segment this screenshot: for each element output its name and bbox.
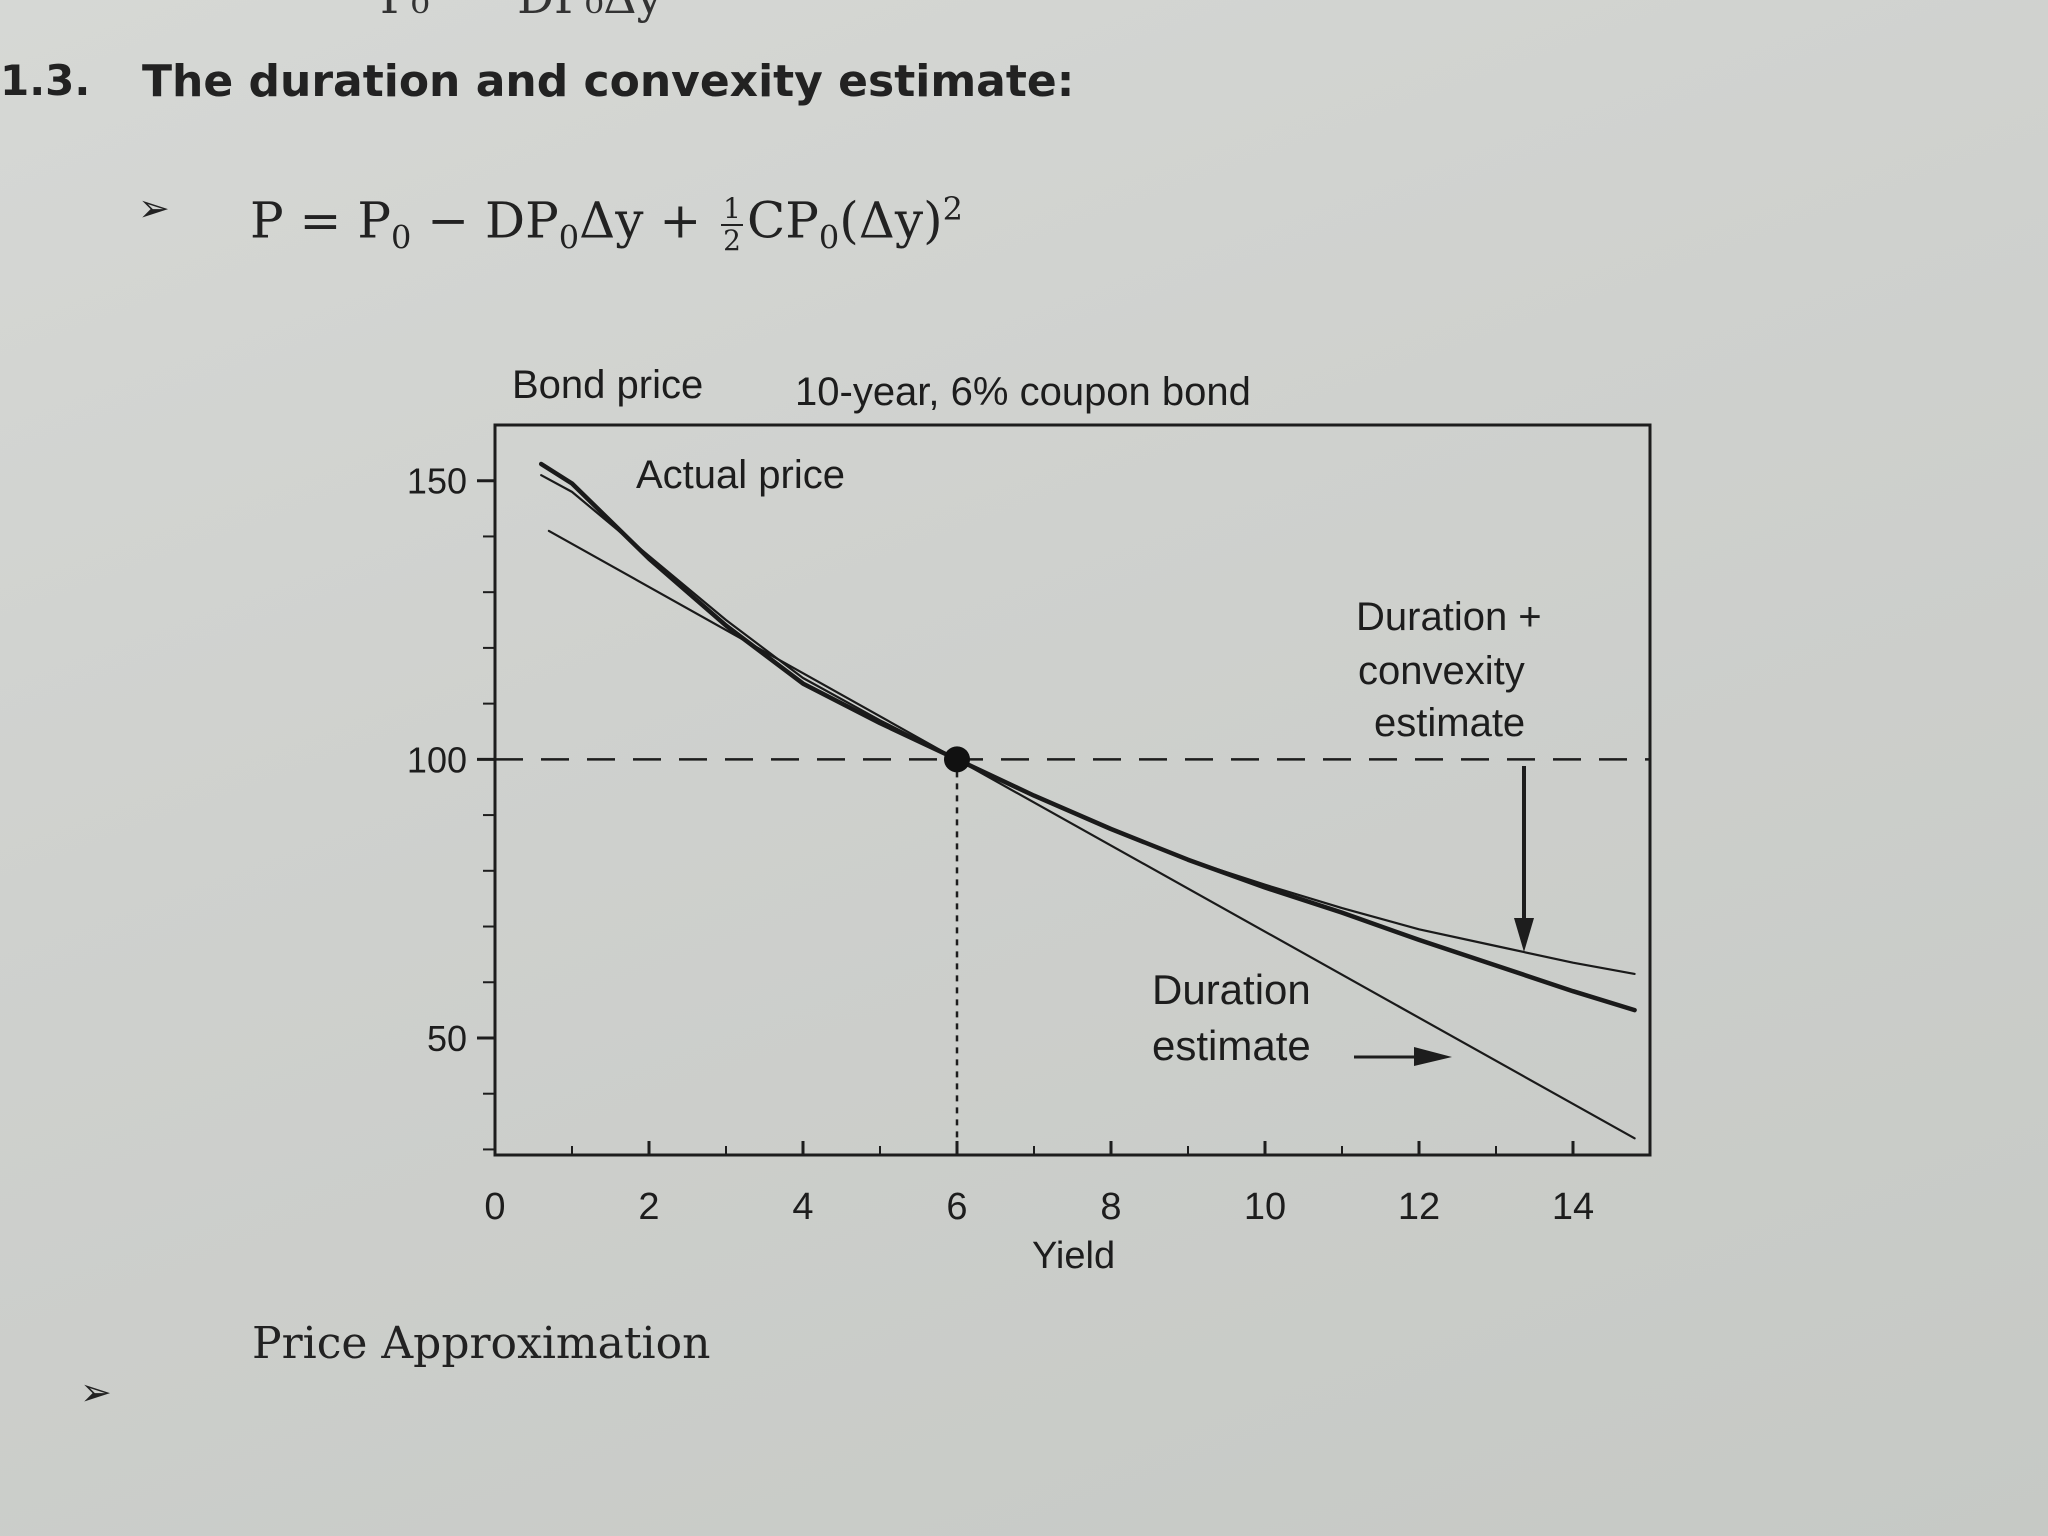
bullet-arrow-icon: ➢	[80, 1370, 112, 1414]
chart-labels: Bond price 10-year, 6% coupon bond Yield…	[512, 363, 1542, 1277]
formula-sub: 0	[390, 218, 412, 257]
fraction-denominator: 2	[723, 223, 741, 257]
chart-title: 10-year, 6% coupon bond	[795, 370, 1251, 414]
series-line-duration-convexity	[540, 474, 1636, 976]
x-tick-label: 10	[1244, 1186, 1286, 1228]
caption-price-approximation: Price Approximation	[252, 1318, 711, 1369]
x-axis-label: Yield	[1032, 1235, 1115, 1277]
annotation-duration-1: Duration	[1152, 966, 1311, 1013]
y-tick-label: 150	[407, 461, 467, 502]
series-lines	[538, 461, 1637, 1140]
formula-sub: 0	[818, 218, 840, 257]
x-tick-label: 0	[484, 1186, 505, 1228]
x-tick-label: 2	[638, 1186, 659, 1228]
x-tick-label: 6	[946, 1186, 967, 1228]
annotation-duration-convexity-1: Duration +	[1356, 595, 1542, 639]
x-tick-label: 4	[792, 1186, 813, 1228]
formula-sup: 2	[942, 190, 963, 228]
plot-frame	[493, 423, 1652, 1157]
reference-lines	[495, 758, 1650, 1155]
formula-minus: − DP	[411, 191, 559, 250]
annotation-duration-2: estimate	[1152, 1022, 1311, 1069]
formula-dy: Δy +	[579, 191, 718, 250]
y-tick-label: 100	[407, 739, 467, 780]
x-tick-label: 12	[1398, 1186, 1440, 1228]
reference-point	[944, 746, 970, 773]
y-tick-label: 50	[427, 1018, 467, 1059]
x-tick-label: 14	[1552, 1186, 1594, 1228]
cropped-formula-fragment: P₀ DP₀Δy	[380, 0, 663, 24]
section-number: 1.3.	[0, 56, 91, 105]
y-axis-label: Bond price	[512, 363, 703, 407]
fraction-numerator: 1	[721, 191, 743, 226]
duration-convexity-formula: P = P0 − DP0Δy + 1 2 CP0(Δy)2	[250, 190, 963, 257]
x-tick-label: 8	[1100, 1186, 1121, 1228]
arrow-right-icon	[1354, 1047, 1452, 1066]
formula-tail: (Δy)	[839, 191, 943, 250]
formula-lhs: P = P	[250, 191, 391, 250]
arrow-down-icon	[1514, 766, 1534, 952]
plot-border	[493, 423, 1652, 1157]
annotation-duration-convexity-3: estimate	[1374, 701, 1525, 745]
formula-cp: CP	[746, 191, 819, 250]
annotation-actual-price: Actual price	[636, 453, 845, 497]
section-title: The duration and convexity estimate:	[142, 56, 1075, 107]
annotation-duration-convexity-2: convexity	[1358, 649, 1525, 693]
bullet-arrow-icon: ➢	[138, 186, 170, 230]
formula-sub: 0	[558, 218, 580, 257]
axis-ticks: 0 2 4 6 8 10 12 14 50 100 150	[407, 461, 1594, 1228]
